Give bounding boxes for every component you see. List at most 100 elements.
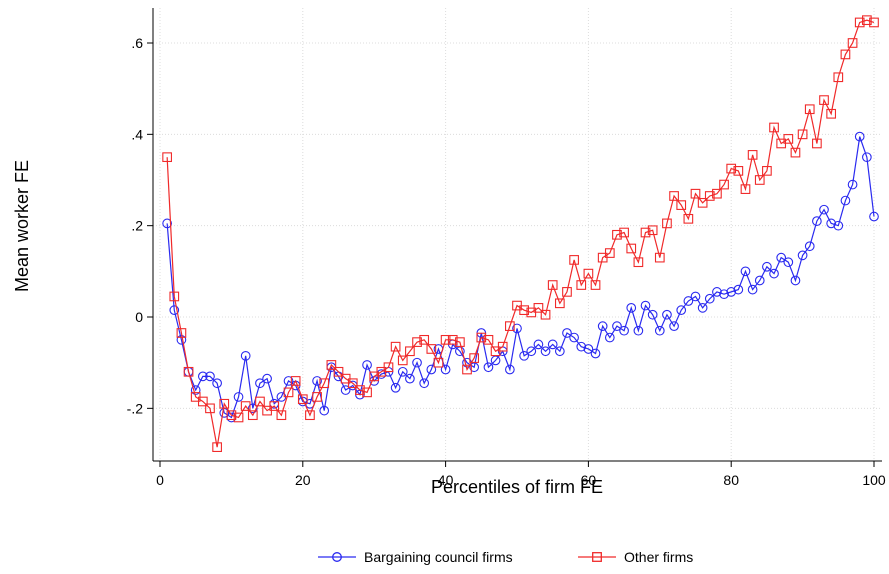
data-point [576,280,587,290]
legend-label-bargaining: Bargaining council firms [364,549,513,565]
data-point [283,387,294,398]
data-point [347,378,358,389]
data-point [319,405,330,416]
data-point [726,163,737,174]
data-point [440,364,451,375]
data-point [719,289,729,300]
data-point [319,378,330,389]
data-point [247,410,258,421]
data-point [440,334,451,345]
data-point [776,252,787,263]
data-point [762,261,772,272]
data-point [397,355,408,366]
data-point [769,122,779,133]
series-line [166,19,875,448]
data-point [569,255,579,265]
data-point [647,309,658,320]
data-point [819,95,829,105]
data-point [783,134,794,144]
data-point [290,376,301,386]
data-point [840,49,851,60]
data-point [162,218,172,229]
axes: 0 20 40 60 80 100 -.2 0 .2 .4 .6 [127,8,886,488]
data-point [733,166,744,176]
data-point [255,378,265,389]
data-point [540,346,551,357]
data-point [583,268,594,279]
data-point [426,364,437,375]
data-point [247,403,258,414]
data-point [512,323,522,334]
data-point [862,15,872,26]
data-point [554,298,565,309]
data-point [826,218,837,229]
data-point [740,266,751,277]
data-point [583,344,594,354]
data-point [205,371,215,382]
data-point [190,385,201,395]
data-point [604,332,615,343]
data-point [704,293,715,304]
data-point [333,366,344,377]
data-point [783,257,794,268]
data-point [326,360,337,370]
data-point [497,341,508,352]
data-point [462,364,472,375]
data-point [405,346,415,357]
y-tick-label: .4 [131,126,143,142]
data-point [662,309,672,320]
data-point [540,309,551,320]
data-point [726,287,737,297]
data-point [255,396,265,407]
data-point [569,332,579,343]
data-point [197,396,208,407]
data-point [697,303,708,313]
data-point [804,241,815,252]
data-point [833,220,844,231]
x-tick-label: 60 [581,472,597,488]
data-point [383,362,394,373]
data-point [797,250,808,261]
data-point [833,72,844,83]
legend-item-bargaining: Bargaining council firms [318,549,513,565]
x-tick-label: 80 [723,472,739,488]
data-point [205,403,215,414]
data-point [355,385,365,395]
data-point [790,275,801,286]
data-point [447,334,458,345]
data-point [762,166,772,176]
data-point [519,305,529,316]
data-point [869,211,879,222]
data-point [390,382,401,393]
data-point [854,17,865,28]
data-point [483,362,494,373]
data-point [405,373,415,384]
legend-label-other: Other firms [624,549,693,565]
data-point [683,296,694,306]
data-point [812,216,822,226]
data-point [690,188,701,199]
data-point [305,410,315,421]
data-point [747,284,758,295]
data-point [533,303,544,313]
series-other-firms [162,15,879,453]
data-point [576,341,587,352]
data-point [297,394,308,405]
data-point [690,291,701,302]
data-point [640,227,651,238]
data-point [562,287,572,297]
data-point [219,398,230,409]
data-point [412,357,422,368]
data-point [276,410,287,421]
series-line [166,136,875,419]
data-point [526,346,537,357]
data-point [590,348,601,359]
data-point [262,373,272,384]
y-tick-label: .6 [131,35,143,51]
y-tick-label: -.2 [127,400,144,416]
data-point [826,108,837,119]
data-point [676,200,687,210]
data-point [712,188,722,199]
data-point [426,344,437,354]
data-point [233,412,244,423]
